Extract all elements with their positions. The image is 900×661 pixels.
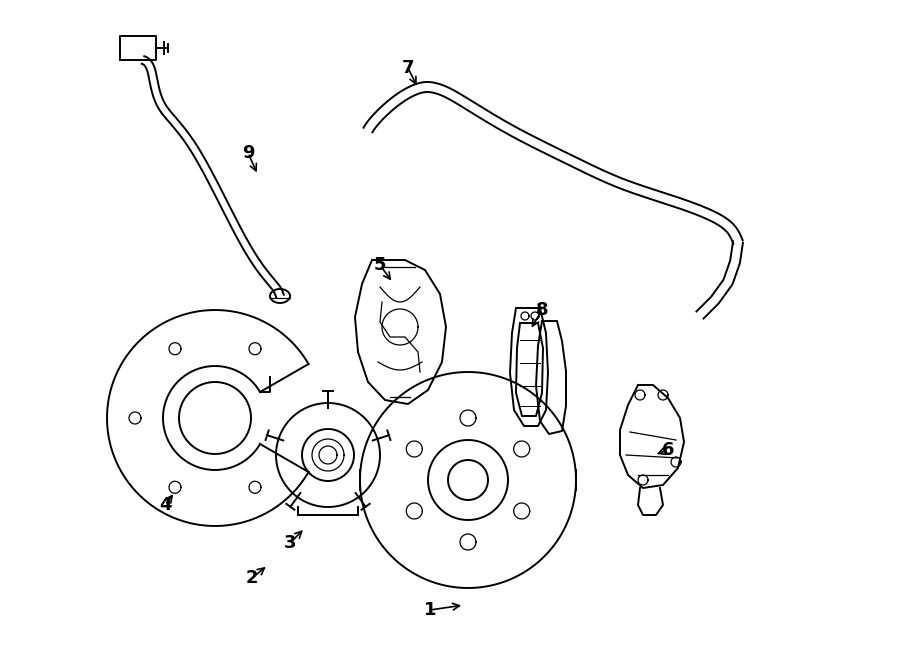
- Text: 7: 7: [401, 59, 414, 77]
- Text: 3: 3: [284, 534, 296, 552]
- Text: 4: 4: [158, 496, 171, 514]
- Text: 5: 5: [374, 256, 386, 274]
- Text: 8: 8: [536, 301, 548, 319]
- Text: 9: 9: [242, 144, 254, 162]
- Text: 1: 1: [424, 601, 436, 619]
- Text: 6: 6: [662, 441, 674, 459]
- Text: 2: 2: [246, 569, 258, 587]
